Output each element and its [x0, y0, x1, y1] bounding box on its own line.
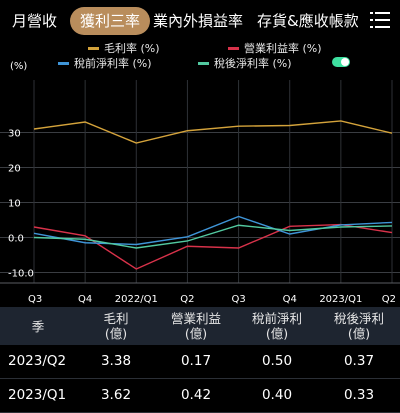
series-line-gross [33, 120, 393, 144]
tab-inventory-receivables[interactable]: 存貨&應收帳款 [257, 12, 358, 30]
x-tick-label: Q2 [382, 294, 396, 305]
tab-monthly-revenue[interactable]: 月營收 [12, 12, 58, 30]
menu-icon[interactable] [370, 12, 390, 28]
chart-legend: 毛利率 (%) 營業利益率 (%) 稅前淨利率 (%) 稅後淨利率 (%) [58, 41, 350, 70]
x-tick-label: Q3 [231, 294, 245, 305]
legend-label-gross: 毛利率 (%) [104, 41, 160, 55]
cell-period: 2023/Q1 [8, 387, 67, 403]
cell-gross: 3.38 [100, 353, 132, 369]
x-tick-label: 2023/Q1 [319, 294, 362, 305]
cell-period: 2023/Q2 [8, 353, 67, 369]
x-tick-label: Q4 [78, 294, 92, 305]
x-tick-label: Q4 [283, 294, 297, 305]
cell-pretax: 0.50 [261, 353, 293, 369]
y-tick-label: -10.0 [8, 269, 34, 280]
tab-profit-ratios[interactable]: 獲利三率 [70, 7, 151, 35]
table-row: 2023/Q1 3.62 0.42 0.40 0.33 [0, 379, 400, 413]
tab-bar: 月營收 獲利三率 業內外損益率 存貨&應收帳款 [0, 0, 400, 40]
y-tick-label: 20 [8, 164, 21, 175]
legend-label-operating: 營業利益率 (%) [244, 41, 322, 55]
table-row: 2023/Q2 3.38 0.17 0.50 0.37 [0, 345, 400, 379]
cell-pretax: 0.40 [261, 387, 293, 403]
series-line-pretax [33, 215, 393, 246]
legend-toggle[interactable] [332, 57, 350, 67]
x-tick-label: Q3 [28, 294, 42, 305]
legend-label-pretax: 稅前淨利率 (%) [74, 56, 152, 70]
header-operating: 營業利益 (億) [170, 311, 221, 341]
tab-non-operating-ratio[interactable]: 業內外損益率 [153, 12, 244, 30]
y-tick-label: 30 [8, 129, 21, 140]
series-line-operating [33, 223, 393, 270]
legend-swatch-aftertax [198, 62, 209, 65]
y-tick-label: 0.0 [8, 234, 24, 245]
legend-label-aftertax: 稅後淨利率 (%) [214, 56, 292, 70]
legend-swatch-gross [88, 47, 99, 50]
profit-ratio-chart: 毛利率 (%) 營業利益率 (%) 稅前淨利率 (%) 稅後淨利率 (%) (%… [0, 41, 400, 305]
series-line-aftertax [33, 224, 393, 249]
table-header: 季 毛利 (億) 營業利益 (億) 稅前淨利 (億) 稅後淨利 (億) [0, 307, 400, 345]
header-pretax: 稅前淨利 (億) [251, 311, 302, 341]
header-aftertax: 稅後淨利 (億) [333, 311, 384, 341]
cell-operating: 0.17 [180, 353, 212, 369]
y-tick-label: 10 [8, 199, 21, 210]
cell-aftertax: 0.33 [343, 387, 375, 403]
x-tick-label: 2022/Q1 [115, 294, 158, 305]
tabs-scroller[interactable]: 月營收 獲利三率 業內外損益率 存貨&應收帳款 [0, 0, 358, 40]
cell-operating: 0.42 [180, 387, 212, 403]
cell-aftertax: 0.37 [343, 353, 375, 369]
legend-swatch-pretax [58, 62, 69, 65]
x-tick-label: Q2 [180, 294, 194, 305]
header-gross: 毛利 (億) [103, 311, 129, 341]
cell-gross: 3.62 [100, 387, 132, 403]
header-period: 季 [31, 318, 45, 334]
legend-swatch-operating [228, 47, 239, 50]
y-axis-unit-label: (%) [10, 61, 27, 72]
